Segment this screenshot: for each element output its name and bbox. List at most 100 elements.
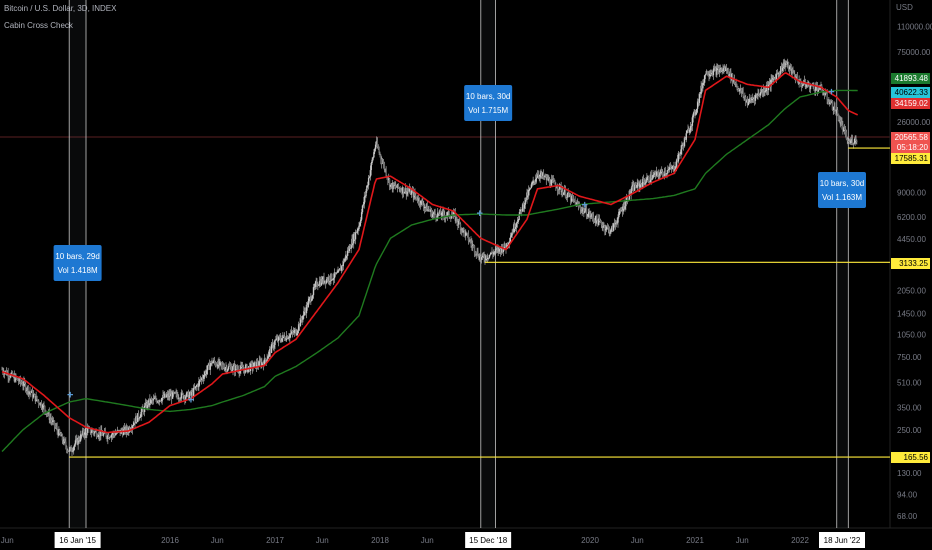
candle-body: [688, 128, 690, 133]
candle-body: [668, 166, 671, 170]
indicator-name[interactable]: Cabin Cross Check: [4, 21, 73, 30]
candle-body: [87, 428, 89, 433]
candle-body: [33, 394, 36, 395]
candle-body: [366, 185, 368, 191]
candle-body: [213, 360, 215, 363]
candle-body: [757, 93, 759, 96]
candle-body: [113, 432, 115, 434]
candle-body: [687, 128, 689, 131]
candle-body: [500, 248, 502, 253]
candle-body: [269, 349, 272, 353]
candle-body: [541, 172, 543, 176]
candle-body: [250, 363, 253, 364]
candle-body: [99, 431, 101, 437]
candle-body: [43, 404, 45, 406]
candle-body: [468, 240, 470, 242]
candle-body: [228, 366, 231, 367]
candle-body: [682, 144, 685, 147]
candle-body: [750, 98, 752, 101]
candle-body: [550, 179, 553, 186]
candle-body: [318, 280, 321, 286]
candle-body: [749, 98, 751, 100]
candle-body: [609, 232, 611, 234]
candle-body: [649, 174, 652, 183]
symbol-title[interactable]: Bitcoin / U.S. Dollar, 3D, INDEX: [4, 4, 117, 13]
candle-body: [823, 94, 826, 95]
time-tick-label: 2017: [266, 536, 284, 545]
candle-body: [706, 70, 708, 76]
candle-body: [522, 204, 525, 209]
candle-body: [117, 430, 120, 431]
candle-body: [27, 386, 29, 394]
cross-marker: +: [477, 208, 483, 220]
candle-body: [808, 82, 811, 90]
candle-body: [194, 386, 197, 389]
candle-body: [854, 137, 856, 143]
candle-body: [489, 254, 491, 255]
candle-body: [775, 74, 778, 80]
candle-body: [158, 400, 161, 402]
candle-body: [471, 243, 473, 246]
candle-body: [586, 216, 589, 218]
candle-body: [715, 68, 717, 75]
candle-body: [378, 149, 380, 154]
candle-body: [147, 402, 149, 406]
candle-body: [612, 226, 614, 231]
candle-body: [574, 201, 576, 203]
candle-body: [751, 98, 753, 101]
measure-annotation-volume: Vol 1.163M: [822, 193, 862, 202]
candle-body: [660, 170, 662, 174]
candle-body: [121, 429, 123, 432]
candle-body: [671, 166, 673, 170]
candle-body: [443, 211, 445, 215]
candle-body: [689, 130, 691, 133]
candle-body: [31, 390, 33, 393]
candle-body: [262, 362, 264, 364]
candle-body: [56, 426, 58, 431]
candle-body: [224, 368, 226, 370]
price-tag: [891, 87, 930, 98]
candle-body: [484, 258, 486, 261]
candle-body: [162, 394, 164, 398]
candle-body: [323, 277, 325, 283]
candle-body: [314, 283, 316, 287]
candle-body: [560, 186, 562, 193]
candle-body: [46, 413, 49, 415]
candle-body: [464, 230, 466, 236]
measure-annotation-bars: 10 bars, 30d: [820, 179, 864, 188]
candle-body: [175, 392, 177, 394]
candle-body: [331, 273, 333, 280]
candle-body: [841, 121, 843, 125]
candle-body: [382, 163, 385, 164]
candle-body: [102, 433, 105, 436]
candle-body: [665, 173, 667, 175]
candle-body: [360, 212, 363, 220]
candle-body: [847, 140, 849, 142]
candle-body: [654, 173, 657, 176]
candle-body: [248, 366, 250, 368]
candle-body: [523, 204, 526, 209]
candle-body: [591, 214, 594, 217]
candle-body: [774, 77, 777, 80]
candle-body: [589, 212, 591, 217]
candle-body: [212, 362, 214, 364]
candle-body: [452, 211, 455, 215]
candle-body: [311, 295, 314, 299]
candle-body: [581, 209, 583, 212]
candle-body: [34, 394, 36, 402]
candle-body: [71, 450, 73, 452]
candle-body: [92, 430, 94, 432]
candle-body: [167, 393, 169, 398]
currency-label: USD: [896, 3, 913, 12]
candle-body: [189, 392, 191, 395]
candle-body: [227, 369, 229, 372]
candle-body: [241, 366, 244, 370]
candle-body: [191, 391, 193, 396]
candle-body: [383, 163, 386, 170]
candle-body: [122, 431, 124, 436]
candle-body: [653, 174, 655, 175]
candle-body: [101, 433, 104, 436]
candle-body: [641, 179, 644, 187]
